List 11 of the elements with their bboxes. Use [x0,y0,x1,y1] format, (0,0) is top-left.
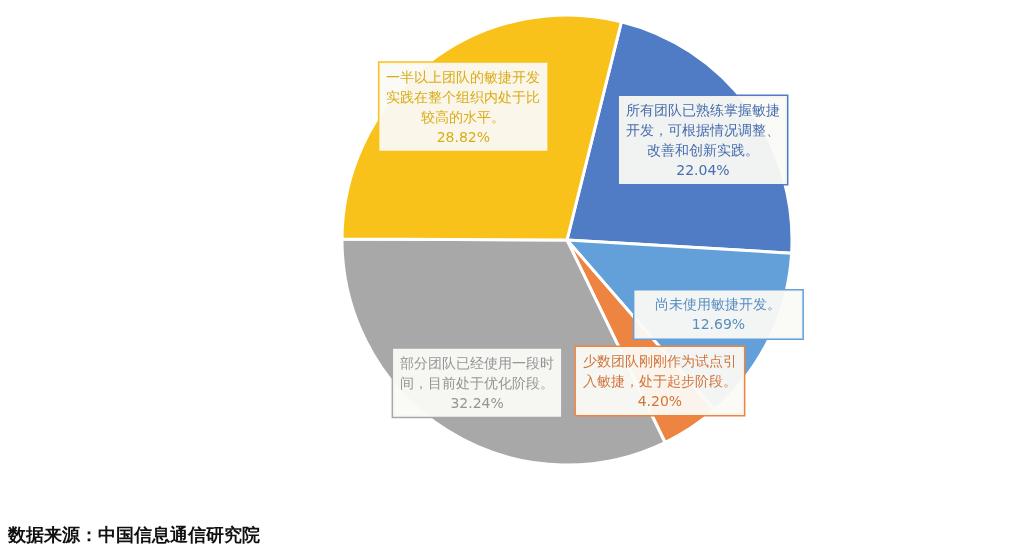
source-note: 数据来源：中国信息通信研究院 [7,523,260,545]
data-label: 4.20% [637,392,683,409]
slice-label: 一半以上团队的敏捷开发实践在整个组织内处于比较高的水平。 [386,68,541,125]
data-label: 22.04% [676,162,730,179]
slice-label: 尚未使用敏捷开发。 [655,296,782,313]
slice-label: 少数团队刚刚作为试点引入敏捷，处于起步阶段。 [582,352,737,389]
data-label: 28.82% [436,128,491,145]
data-label: 12.69% [691,316,746,333]
slice-label: 所有团队已熟练掌握敏捷开发，可根据情况调整、改善和创新实践。 [625,102,780,159]
slice-label: 部分团队已经使用一段时间，目前处于优化阶段。 [400,354,555,391]
data-label: 32.24% [450,394,504,411]
